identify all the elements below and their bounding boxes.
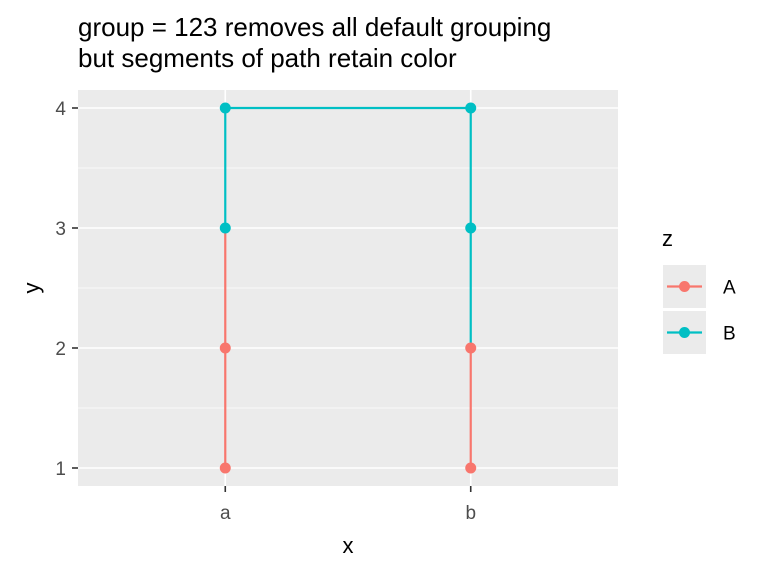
data-point bbox=[465, 102, 477, 114]
legend-title: z bbox=[662, 226, 673, 251]
data-point bbox=[465, 342, 477, 354]
y-axis: 1 2 3 4 bbox=[55, 99, 78, 480]
legend-label: A bbox=[723, 278, 736, 299]
x-tick-label: b bbox=[465, 503, 476, 524]
legend-label: B bbox=[723, 324, 736, 345]
chart-title-line-1: group = 123 removes all default grouping bbox=[78, 12, 551, 42]
legend-key-point bbox=[679, 327, 690, 338]
path-segments bbox=[224, 106, 472, 468]
x-axis-label: x bbox=[343, 533, 354, 558]
y-tick-label: 1 bbox=[55, 459, 66, 480]
y-tick-label: 3 bbox=[55, 219, 66, 240]
legend: z A B bbox=[662, 226, 736, 354]
x-tick-label: a bbox=[220, 503, 231, 524]
y-tick-label: 4 bbox=[55, 99, 66, 120]
chart-title-line-2: but segments of path retain color bbox=[78, 43, 457, 73]
data-point bbox=[465, 222, 477, 234]
data-point bbox=[219, 102, 231, 114]
data-point bbox=[219, 222, 231, 234]
y-tick-label: 2 bbox=[55, 339, 66, 360]
legend-key-point bbox=[679, 281, 690, 292]
points bbox=[219, 102, 477, 474]
y-axis-label: y bbox=[19, 283, 44, 294]
grid-minor bbox=[78, 167, 618, 409]
data-point bbox=[465, 462, 477, 474]
data-point bbox=[219, 342, 231, 354]
data-point bbox=[219, 462, 231, 474]
